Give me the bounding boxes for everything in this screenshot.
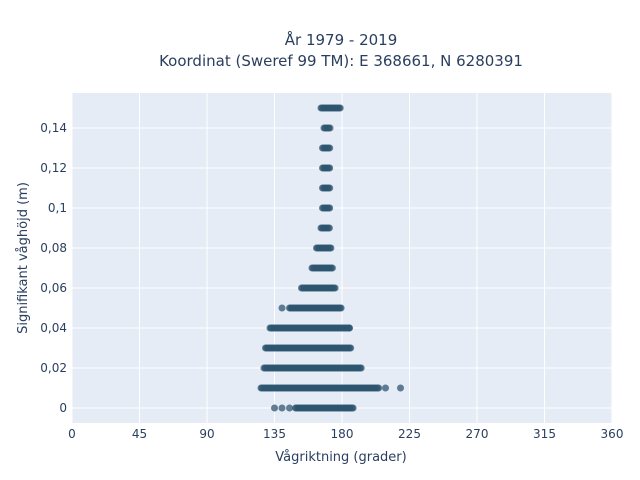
data-point <box>336 104 344 112</box>
data-point <box>278 404 286 412</box>
data-point <box>278 304 286 312</box>
data-point <box>326 124 334 132</box>
y-tick-label: 0,06 <box>40 281 67 295</box>
y-tick-label: 0,14 <box>40 121 67 135</box>
y-tick-label: 0,04 <box>40 321 67 335</box>
data-point <box>375 384 383 392</box>
data-point <box>357 364 365 372</box>
x-tick-label: 360 <box>601 427 624 441</box>
data-point <box>346 324 353 332</box>
x-tick-label: 180 <box>331 427 354 441</box>
data-point <box>327 244 335 252</box>
x-tick-label: 270 <box>466 427 489 441</box>
x-tick-label: 225 <box>398 427 421 441</box>
y-tick-label: 0,02 <box>40 361 67 375</box>
data-point <box>349 404 357 412</box>
x-axis-title: Vågriktning (grader) <box>275 450 406 465</box>
x-tick-label: 315 <box>533 427 556 441</box>
x-tick-label: 0 <box>68 427 76 441</box>
data-point <box>325 224 333 232</box>
data-point <box>331 284 339 292</box>
data-point <box>347 344 355 352</box>
data-point <box>382 384 389 392</box>
data-points <box>257 104 404 412</box>
y-tick-label: 0,12 <box>40 161 67 175</box>
y-axis-ticks: 0 0,02 0,04 0,06 0,08 0,1 0,12 0,14 <box>40 121 67 415</box>
data-point <box>326 164 334 172</box>
data-point <box>286 404 293 412</box>
x-axis-ticks: 0 45 90 135 180 225 270 315 360 <box>68 427 623 441</box>
data-point <box>326 144 334 152</box>
data-point <box>271 404 278 412</box>
y-tick-label: 0,1 <box>48 201 67 215</box>
chart-title-line2: Koordinat (Sweref 99 TM): E 368661, N 62… <box>159 52 523 70</box>
y-axis-title: Signifikant våghöjd (m) <box>16 182 31 334</box>
chart-title-line1: År 1979 - 2019 <box>285 30 398 49</box>
data-point <box>397 384 404 392</box>
x-tick-label: 45 <box>132 427 147 441</box>
data-point <box>328 264 336 272</box>
y-tick-label: 0 <box>59 401 67 415</box>
x-tick-label: 90 <box>199 427 214 441</box>
data-point <box>326 184 334 192</box>
data-point <box>326 204 334 212</box>
y-tick-label: 0,08 <box>40 241 67 255</box>
x-tick-label: 135 <box>263 427 286 441</box>
data-point <box>337 304 345 312</box>
